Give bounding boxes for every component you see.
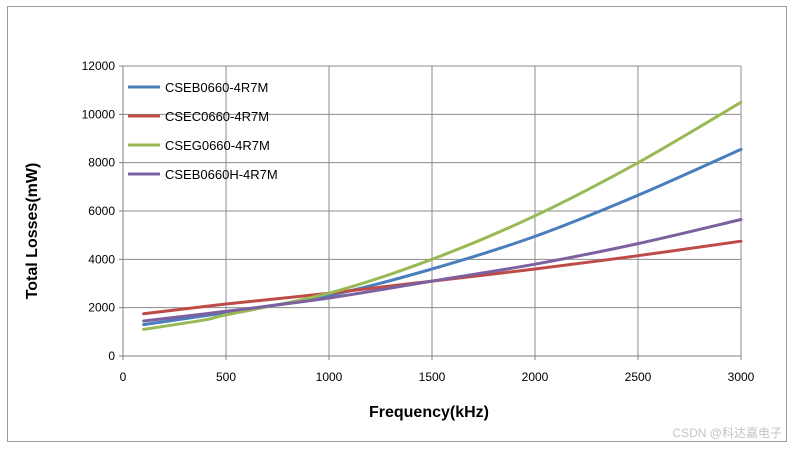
legend: CSEB0660-4R7M CSEC0660-4R7M CSEG0660-4R7M C… [128, 80, 278, 182]
legend-label: CSEG0660-4R7M [165, 138, 270, 153]
chart-frame [7, 6, 787, 442]
watermark: CSDN @科达嘉电子 [672, 426, 782, 440]
x-tick-label: 500 [216, 370, 236, 384]
axes: 0 2000 4000 6000 8000 10000 12000 0 500 1000 1500 2… [82, 59, 755, 384]
series-line-cseg0660-4r7m [142, 100, 743, 331]
legend-label: CSEC0660-4R7M [165, 109, 269, 124]
x-tick-label: 1500 [419, 370, 446, 384]
y-tick-label: 4000 [88, 252, 115, 266]
x-tick-label: 2500 [625, 370, 652, 384]
y-tick-label: 2000 [88, 301, 115, 315]
x-axis-title: Frequency(kHz) [369, 404, 489, 421]
x-tick-label: 1000 [316, 370, 343, 384]
x-tick-label: 0 [120, 370, 127, 384]
series-lines [142, 100, 743, 331]
y-tick-label: 10000 [82, 107, 116, 121]
y-tick-label: 12000 [82, 59, 116, 73]
series-line-cseb0660h-4r7m [142, 218, 743, 323]
y-tick-label: 6000 [88, 204, 115, 218]
y-axis-title: Total Losses(mW) [24, 163, 41, 300]
legend-label: CSEB0660H-4R7M [165, 167, 278, 182]
legend-label: CSEB0660-4R7M [165, 80, 268, 95]
x-tick-label: 3000 [728, 370, 755, 384]
y-tick-label: 0 [108, 349, 115, 363]
y-tick-label: 8000 [88, 156, 115, 170]
series-line-csec0660-4r7m [142, 239, 743, 316]
x-tick-label: 2000 [522, 370, 549, 384]
